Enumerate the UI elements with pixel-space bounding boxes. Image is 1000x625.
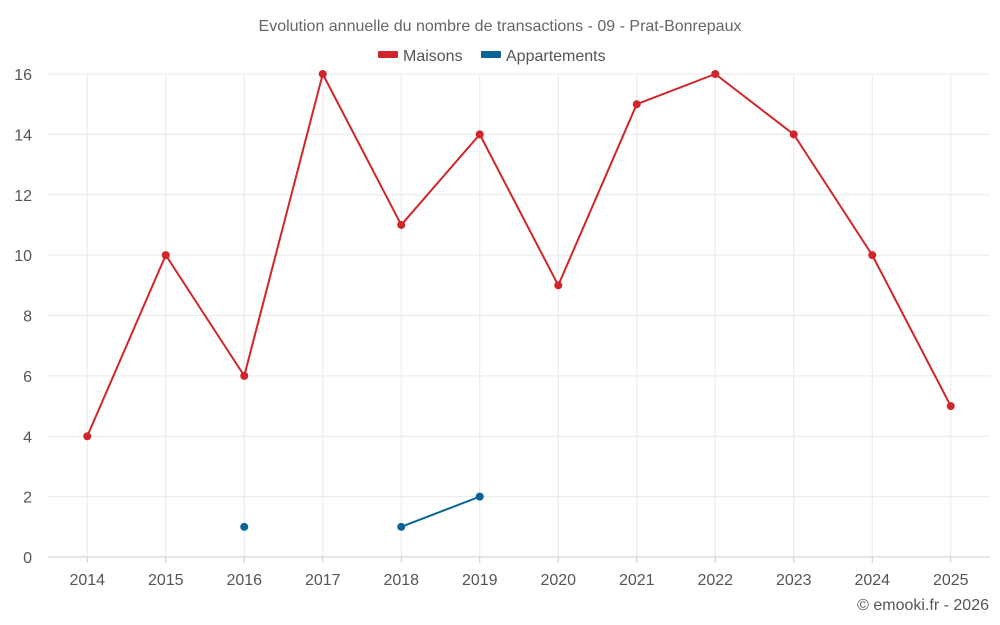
data-point-maisons[interactable] [240, 371, 249, 380]
data-point-maisons[interactable] [711, 70, 720, 78]
data-point-appartements[interactable] [397, 522, 406, 531]
chart-title: Evolution annuelle du nombre de transact… [259, 18, 742, 35]
data-point-maisons[interactable] [318, 70, 327, 78]
data-point-maisons[interactable] [632, 100, 641, 109]
y-tick-label: 12 [14, 188, 32, 205]
series-appartements [240, 492, 484, 531]
legend: Maisons Appartements [378, 48, 606, 65]
y-tick-label: 14 [14, 127, 32, 144]
data-point-maisons[interactable] [161, 251, 170, 260]
data-point-maisons[interactable] [83, 432, 92, 441]
data-point-maisons[interactable] [946, 402, 955, 411]
series [83, 70, 955, 531]
y-tick-label: 0 [23, 550, 32, 567]
data-point-appartements[interactable] [240, 522, 249, 531]
data-point-maisons[interactable] [789, 130, 798, 139]
x-tick-label: 2025 [933, 572, 969, 589]
legend-label-maisons[interactable]: Maisons [403, 48, 463, 65]
x-tick-label: 2017 [305, 572, 341, 589]
data-point-maisons[interactable] [397, 220, 406, 229]
x-tick-label: 2021 [619, 572, 655, 589]
x-tick-label: 2016 [226, 572, 262, 589]
y-tick-label: 4 [23, 429, 32, 446]
y-tick-label: 6 [23, 369, 32, 386]
x-tick-label: 2024 [854, 572, 890, 589]
series-line-maisons [86, 73, 952, 437]
data-point-maisons[interactable] [868, 251, 877, 260]
series-line-appartements [400, 495, 481, 528]
data-point-appartements[interactable] [475, 492, 484, 501]
grid [48, 73, 990, 557]
x-tick-label: 2019 [462, 572, 498, 589]
y-tick-label: 8 [23, 309, 32, 326]
x-tick-label: 2018 [383, 572, 419, 589]
credit-text: © emooki.fr - 2026 [857, 597, 989, 614]
legend-swatch-appartements [481, 51, 501, 58]
data-point-maisons[interactable] [554, 281, 563, 290]
y-tick-label: 16 [14, 67, 32, 84]
y-tick-label: 2 [23, 490, 32, 507]
legend-label-appartements[interactable]: Appartements [506, 48, 606, 65]
y-tick-label: 10 [14, 248, 32, 265]
data-point-maisons[interactable] [475, 130, 484, 139]
x-tick-label: 2014 [69, 572, 105, 589]
legend-swatch-maisons [378, 51, 398, 58]
x-tick-label: 2015 [148, 572, 184, 589]
x-tick-label: 2022 [697, 572, 733, 589]
series-maisons [83, 70, 955, 441]
axes: 0 2 4 6 8 10 12 14 16 2014 2015 2016 2017 2018 2019 202… [14, 67, 990, 589]
x-tick-label: 2020 [540, 572, 576, 589]
x-tick-label: 2023 [776, 572, 812, 589]
